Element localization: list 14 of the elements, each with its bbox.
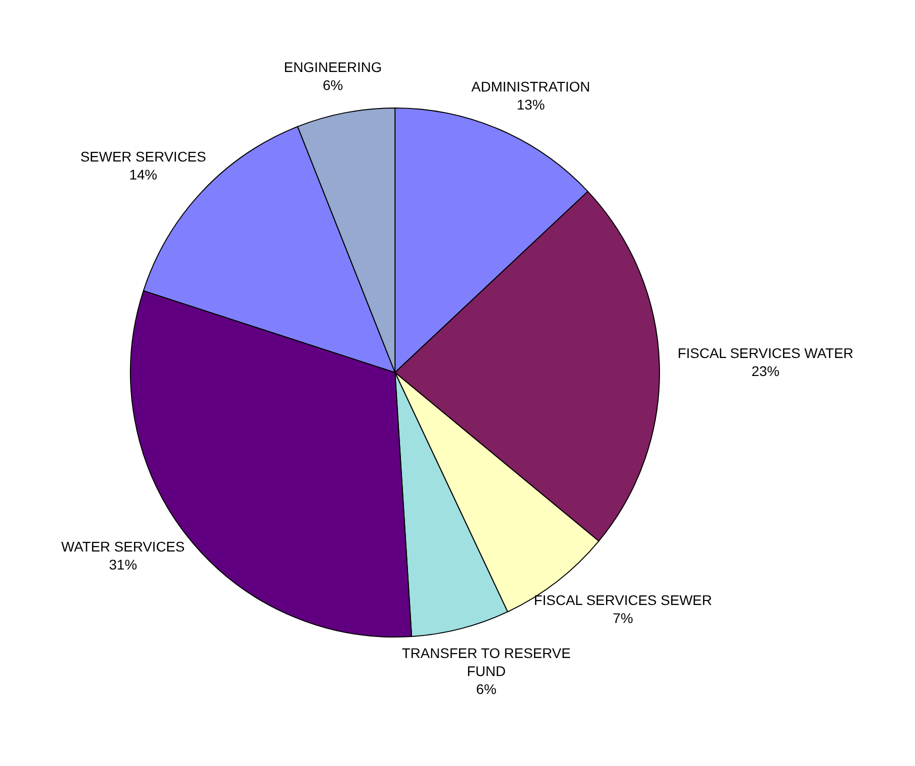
data-label: 14% bbox=[129, 166, 158, 183]
slice-label: FISCAL SERVICES SEWER bbox=[534, 592, 712, 608]
data-label: 31% bbox=[109, 556, 138, 573]
slice-label: SEWER SERVICES bbox=[80, 148, 206, 165]
slice-label: ADMINISTRATION bbox=[471, 78, 590, 95]
slice-label: WATER SERVICES bbox=[61, 538, 185, 555]
data-label: 23% bbox=[751, 362, 780, 379]
slice-label: ENGINEERING bbox=[284, 59, 382, 76]
data-label: 13% bbox=[516, 96, 545, 113]
slice-label: TRANSFER TO RESERVE FUND bbox=[402, 645, 571, 680]
data-label: 7% bbox=[612, 610, 634, 626]
slice-label: FISCAL SERVICES WATER bbox=[678, 344, 854, 361]
data-label: 6% bbox=[476, 681, 496, 698]
data-label: 6% bbox=[322, 77, 343, 94]
